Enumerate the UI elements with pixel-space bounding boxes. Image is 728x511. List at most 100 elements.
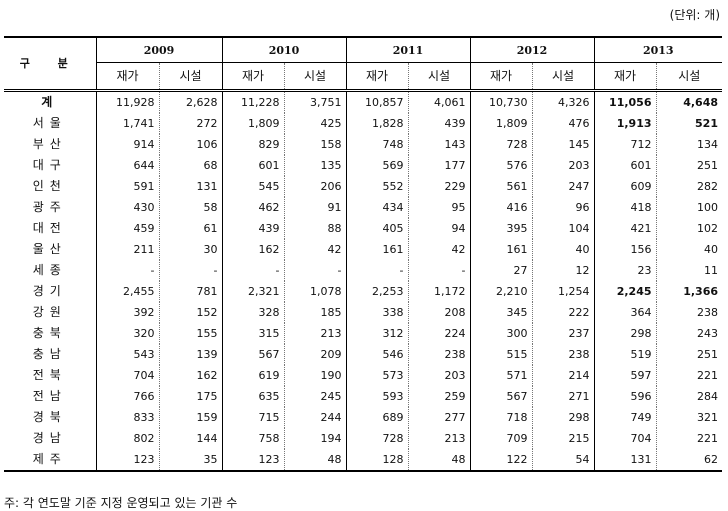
home-care-value-cell: - [95, 260, 159, 281]
facility-value-cell: 106 [158, 134, 222, 155]
home-care-value-cell: 715 [221, 407, 284, 428]
table-row: 강원 392 152 328 185 338 208 345 222 364 238 [4, 302, 722, 323]
home-care-value-cell: 300 [469, 323, 532, 344]
facility-value-cell: 62 [655, 449, 722, 472]
region-cell: 경남 [32, 431, 67, 445]
home-care-value-cell: 576 [469, 155, 532, 176]
home-care-value-cell: 416 [469, 197, 532, 218]
home-care-value-cell: 421 [593, 218, 656, 239]
home-care-value-cell: 543 [95, 344, 159, 365]
home-care-value-cell: 123 [221, 449, 284, 472]
sub-header-facility: 시설 [407, 62, 470, 92]
facility-value-cell: 135 [283, 155, 346, 176]
home-care-value-cell: 704 [95, 365, 159, 386]
region-cell: 경북 [32, 410, 67, 424]
home-care-value-cell: 593 [345, 386, 408, 407]
facility-value-cell: - [158, 260, 222, 281]
home-care-value-cell: 1,913 [593, 113, 656, 134]
facility-value-cell: 12 [531, 260, 594, 281]
facility-value-cell: 95 [407, 197, 470, 218]
region-cell: 세종 [32, 263, 67, 277]
home-care-value-cell: 439 [221, 218, 284, 239]
table-row: 전북 704 162 619 190 573 203 571 214 597 221 [4, 365, 722, 386]
year-header: 2012 [469, 36, 594, 63]
table-row: 충북 320 155 315 213 312 224 300 237 298 243 [4, 323, 722, 344]
year-header: 2013 [593, 36, 722, 63]
home-care-value-cell: 833 [95, 407, 159, 428]
year-header: 2010 [221, 36, 346, 63]
home-care-value-cell: 597 [593, 365, 656, 386]
home-care-value-cell: 561 [469, 176, 532, 197]
facility-value-cell: 238 [531, 344, 594, 365]
facility-value-cell: 208 [407, 302, 470, 323]
facility-value-cell: 781 [158, 281, 222, 302]
facility-value-cell: 4,648 [655, 90, 722, 113]
facility-value-cell: 175 [158, 386, 222, 407]
facility-value-cell: 222 [531, 302, 594, 323]
table-row: 대구 644 68 601 135 569 177 576 203 601 251 [4, 155, 722, 176]
facility-value-cell: 144 [158, 428, 222, 449]
region-cell: 광주 [32, 200, 67, 214]
facility-value-cell: 1,078 [283, 281, 346, 302]
region-cell: 부산 [32, 137, 67, 151]
facility-value-cell: 213 [283, 323, 346, 344]
region-cell: 제주 [4, 449, 96, 472]
facility-value-cell: - [283, 260, 346, 281]
home-care-value-cell: 10,857 [345, 90, 408, 113]
facility-value-cell: 284 [655, 386, 722, 407]
home-care-value-cell: 123 [95, 449, 159, 472]
table-row: 제주 123 35 123 48 128 48 122 54 131 62 [4, 449, 722, 472]
home-care-value-cell: 2,253 [345, 281, 408, 302]
sub-header-home: 재가 [345, 62, 408, 92]
facility-value-cell: 42 [283, 239, 346, 260]
facility-value-cell: 237 [531, 323, 594, 344]
region-cell: 강원 [32, 305, 67, 319]
sub-header-home: 재가 [593, 62, 656, 92]
home-care-value-cell: 914 [95, 134, 159, 155]
facility-value-cell: 1,254 [531, 281, 594, 302]
table-row: 세종 - - - - - -27 12 23 11 [4, 260, 722, 281]
table-row: 계 11,928 2,628 11,228 3,751 10,857 4,061 10,730… [4, 90, 722, 113]
facility-value-cell: 271 [531, 386, 594, 407]
region-cell: 계 [41, 95, 59, 109]
table-row: 광주 430 58 462 91 434 95 416 96 418 100 [4, 197, 722, 218]
home-care-value-cell: 552 [345, 176, 408, 197]
facility-value-cell: 209 [283, 344, 346, 365]
sub-header-home: 재가 [95, 62, 159, 92]
home-care-value-cell: 430 [95, 197, 159, 218]
home-care-value-cell: 1,828 [345, 113, 408, 134]
home-care-value-cell: 434 [345, 197, 408, 218]
home-care-value-cell: 462 [221, 197, 284, 218]
table-row: 경남 802 144 758 194 728 213 709 215 704 221 [4, 428, 722, 449]
region-column-header: 구 분 [4, 36, 96, 92]
home-care-value-cell: 161 [345, 239, 408, 260]
region-cell: 대구 [32, 158, 67, 172]
home-care-value-cell: 405 [345, 218, 408, 239]
sub-header-facility: 시설 [531, 62, 594, 92]
sub-header-row: 재가 시설 재가 시설 재가 시설 재가 시설 재가 시설 [4, 62, 722, 92]
home-care-value-cell: 10,730 [469, 90, 532, 113]
table-row: 경북 833 159 715 244 689 277 718 298 749 321 [4, 407, 722, 428]
facility-value-cell: 134 [655, 134, 722, 155]
facility-value-cell: 221 [655, 365, 722, 386]
table-row: 울산 211 30 162 42 161 42 161 40 156 40 [4, 239, 722, 260]
facility-value-cell: 215 [531, 428, 594, 449]
table-row: 충남 543 139 567 209 546 238 515 238 519 251 [4, 344, 722, 365]
facility-value-cell: 224 [407, 323, 470, 344]
home-care-value-cell: 211 [95, 239, 159, 260]
home-care-value-cell: 11,228 [221, 90, 284, 113]
home-care-value-cell: 315 [221, 323, 284, 344]
facility-value-cell: 68 [158, 155, 222, 176]
home-care-value-cell: 601 [593, 155, 656, 176]
statistics-table: 구 분 2009 2010 2011 2012 2013 재가 시설 재가 시설… [4, 36, 722, 472]
facility-value-cell: 245 [283, 386, 346, 407]
region-cell: 경기 [32, 284, 67, 298]
home-care-value-cell: 1,809 [469, 113, 532, 134]
facility-value-cell: 4,061 [407, 90, 470, 113]
home-care-value-cell: - [345, 260, 408, 281]
home-care-value-cell: 748 [345, 134, 408, 155]
facility-value-cell: 40 [655, 239, 722, 260]
facility-value-cell: 102 [655, 218, 722, 239]
facility-value-cell: 247 [531, 176, 594, 197]
facility-value-cell: 35 [158, 449, 222, 472]
